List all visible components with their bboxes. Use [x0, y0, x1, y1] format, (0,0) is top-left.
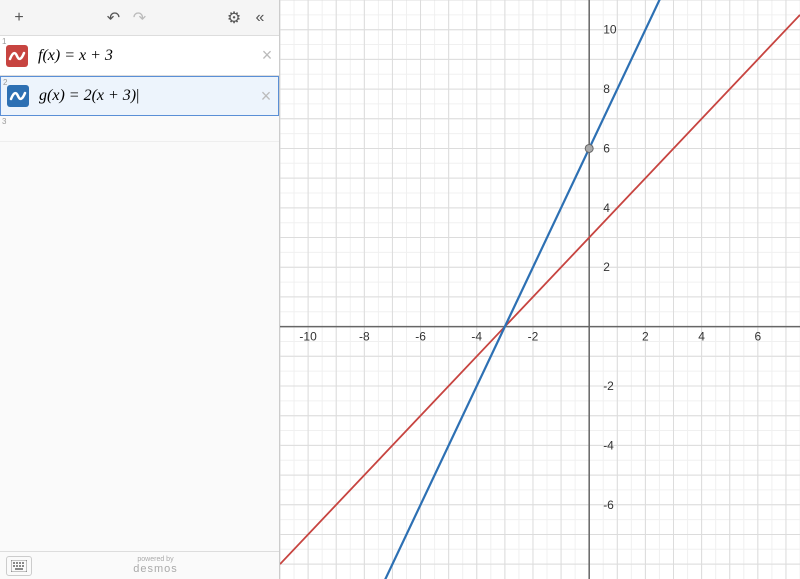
- svg-text:-4: -4: [603, 438, 614, 452]
- powered-by-label: powered by: [133, 556, 178, 563]
- add-expression-button[interactable]: +: [6, 5, 32, 31]
- svg-text:10: 10: [603, 23, 617, 37]
- svg-text:-2: -2: [528, 330, 539, 344]
- svg-text:-10: -10: [299, 330, 317, 344]
- svg-text:-8: -8: [359, 330, 370, 344]
- redo-button[interactable]: ↷: [127, 5, 153, 31]
- svg-text:4: 4: [698, 330, 705, 344]
- expression-panel: + ↶ ↷ ⚙ « 1 f(x) = x + 3 × 2: [0, 0, 280, 579]
- svg-text:6: 6: [754, 330, 761, 344]
- color-swatch[interactable]: [6, 45, 28, 67]
- delete-expression-button[interactable]: ×: [254, 86, 278, 107]
- expression-input[interactable]: f(x) = x + 3: [28, 47, 255, 65]
- graph-canvas[interactable]: -10 -8 -6 -4 -2 2 4 6 -6 -4 -2 2 4 6 8 10: [280, 0, 800, 579]
- svg-text:8: 8: [603, 82, 610, 96]
- footer: powered by desmos: [0, 551, 279, 579]
- expression-row[interactable]: 2 g(x) = 2(x + 3)| ×: [0, 76, 279, 116]
- keyboard-icon: [11, 560, 27, 572]
- delete-expression-button[interactable]: ×: [255, 45, 279, 66]
- row-index: 3: [2, 117, 6, 126]
- svg-text:4: 4: [603, 201, 610, 215]
- expression-row[interactable]: 1 f(x) = x + 3 ×: [0, 36, 279, 76]
- svg-text:-4: -4: [471, 330, 482, 344]
- wave-icon: [9, 87, 27, 105]
- keypad-button[interactable]: [6, 556, 32, 576]
- svg-text:-6: -6: [603, 498, 614, 512]
- svg-text:6: 6: [603, 141, 610, 155]
- empty-expression-row[interactable]: 3: [0, 116, 279, 142]
- settings-button[interactable]: ⚙: [221, 5, 247, 31]
- toolbar: + ↶ ↷ ⚙ «: [0, 0, 279, 36]
- undo-button[interactable]: ↶: [101, 5, 127, 31]
- color-swatch[interactable]: [7, 85, 29, 107]
- expression-input[interactable]: g(x) = 2(x + 3)|: [29, 87, 254, 105]
- svg-text:2: 2: [603, 260, 610, 274]
- svg-text:-6: -6: [415, 330, 426, 344]
- collapse-panel-button[interactable]: «: [247, 5, 273, 31]
- svg-text:2: 2: [642, 330, 649, 344]
- brand-label: desmos: [133, 563, 178, 575]
- expression-list: 1 f(x) = x + 3 × 2 g(x) = 2(x + 3)| ×: [0, 36, 279, 551]
- wave-icon: [8, 47, 26, 65]
- row-index: 2: [3, 78, 7, 87]
- svg-text:-2: -2: [603, 379, 614, 393]
- row-index: 1: [2, 37, 6, 46]
